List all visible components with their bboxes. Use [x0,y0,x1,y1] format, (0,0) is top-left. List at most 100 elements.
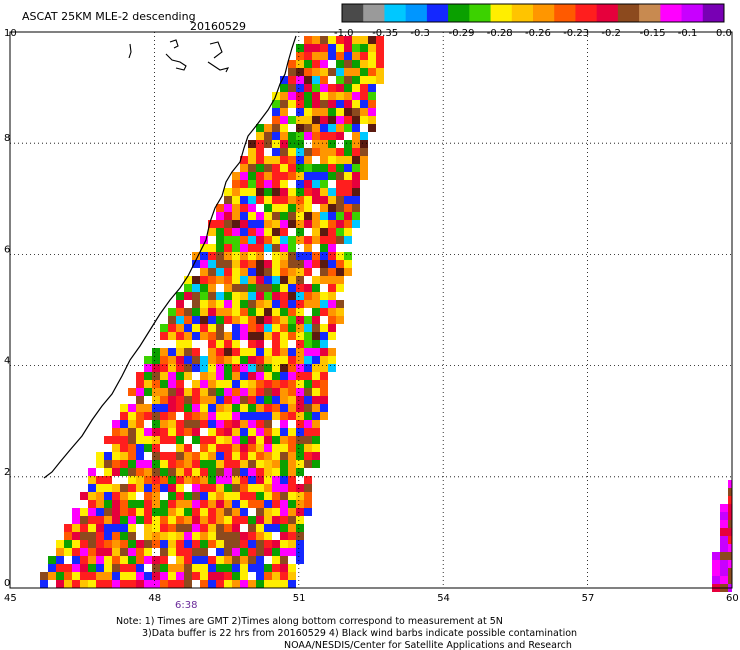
swath-cell [232,236,240,244]
swath-cell [304,212,312,220]
swath-cell [152,404,160,412]
swath-cell [176,572,184,580]
lat-tick-label: 6 [4,244,10,255]
swath-cell [304,292,312,300]
swath-cell [248,308,256,316]
swath-cell [272,212,280,220]
swath-cell [336,180,344,188]
swath-cell [224,356,232,364]
swath-cell [256,332,264,340]
swath-cell [240,164,248,172]
swath-cell [200,460,208,468]
swath-cell [224,236,232,244]
swath-cell [240,220,248,228]
swath-cell [312,340,320,348]
swath-cell [312,260,320,268]
swath-cell [272,492,280,500]
swath-cell [296,276,304,284]
swath-cell [280,564,288,572]
swath-cell [288,292,296,300]
swath-cell [240,276,248,284]
swath-cell [200,564,208,572]
swath-cell [296,452,304,460]
swath-cell [280,108,288,116]
swath-cell [216,388,224,396]
swath-cell [320,228,328,236]
swath-cell [296,260,304,268]
colorbar-swatch [426,4,449,22]
swath-cell [304,116,312,124]
swath-cell [216,300,224,308]
swath-cell [136,412,144,420]
swath-cell [48,572,56,580]
swath-cell [248,420,256,428]
swath-cell [248,492,256,500]
swath-cell [152,420,160,428]
swath-cell [336,92,344,100]
swath-cell [104,476,112,484]
swath-cell [232,180,240,188]
swath-cell [200,444,208,452]
swath-cell [88,524,96,532]
swath-cell [296,356,304,364]
swath-cell [304,492,312,500]
swath-cell [296,212,304,220]
swath-cell [248,356,256,364]
swath-cell [80,516,88,524]
swath-cell [312,364,320,372]
swath-cell [256,516,264,524]
swath-cell [184,276,192,284]
swath-cell [88,484,96,492]
swath-cell [288,372,296,380]
swath-cell [136,460,144,468]
swath-cell [232,252,240,260]
swath-cell [272,132,280,140]
swath-cell [144,476,152,484]
swath-cell [200,308,208,316]
swath-cell [288,380,296,388]
swath-cell [192,380,200,388]
swath-cell [352,100,360,108]
swath-cell [120,500,128,508]
swath-cell [264,364,272,372]
swath-cell [304,460,312,468]
swath-cell [264,428,272,436]
swath-cell [216,444,224,452]
swath-cell [240,468,248,476]
swath-cell [264,244,272,252]
swath-cell [72,564,80,572]
swath-cell [360,116,368,124]
swath-cell [368,60,376,68]
swath-cell [320,380,328,388]
swath-cell [344,84,352,92]
swath-cell [152,356,160,364]
swath-cell [152,372,160,380]
swath-cell [120,564,128,572]
swath-cell [224,316,232,324]
swath-cell [112,460,120,468]
swath-cell [104,572,112,580]
swath-cell [96,460,104,468]
swath-cell [184,564,192,572]
swath-cell [328,356,336,364]
swath-cell [280,252,288,260]
swath-cell [312,220,320,228]
swath-cell [184,492,192,500]
swath-cell [296,108,304,116]
swath-cell [192,364,200,372]
swath-cell [232,452,240,460]
swath-cell [304,36,312,44]
swath-cell [304,132,312,140]
swath-cell [344,92,352,100]
swath-cell [272,564,280,572]
swath-cell [344,172,352,180]
swath-cell [272,180,280,188]
swath-cell [344,76,352,84]
swath-cell [312,460,320,468]
swath-cell [336,284,344,292]
swath-cell [272,372,280,380]
swath-cell [320,388,328,396]
swath-cell [248,476,256,484]
swath-cell [248,252,256,260]
swath-cell [280,572,288,580]
